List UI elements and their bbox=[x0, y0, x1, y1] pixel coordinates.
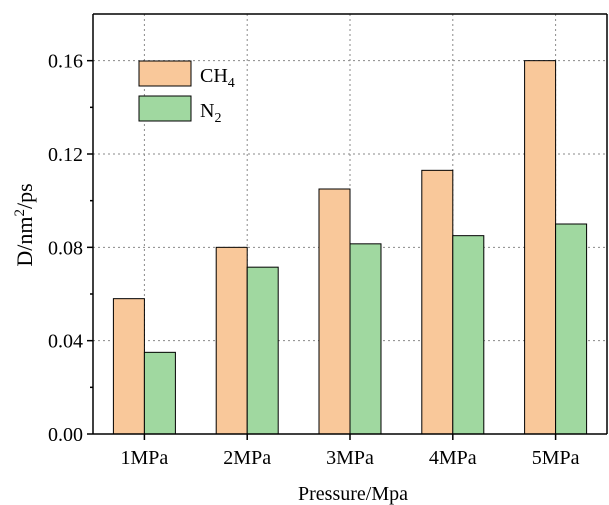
x-tick-label: 2MPa bbox=[223, 447, 271, 469]
x-axis-label: Pressure/Mpa bbox=[298, 483, 408, 505]
y-axis-label: D/nm2/ps bbox=[12, 183, 37, 266]
legend: CH4 N2 bbox=[138, 60, 235, 126]
bar-ch4-1mpa bbox=[112, 298, 145, 435]
x-tick-label: 4MPa bbox=[429, 447, 477, 469]
bar-ch4-2mpa bbox=[215, 246, 248, 435]
x-tick-label: 3MPa bbox=[326, 447, 374, 469]
bar-ch4-4mpa bbox=[421, 169, 454, 435]
legend-swatch-n2 bbox=[138, 95, 192, 122]
legend-swatch-ch4 bbox=[138, 60, 192, 87]
bar-n2-4mpa bbox=[452, 235, 485, 435]
bars bbox=[112, 60, 588, 435]
legend-label-ch4: CH4 bbox=[200, 65, 235, 91]
bar-ch4-3mpa bbox=[318, 188, 351, 435]
bar-n2-2mpa bbox=[246, 266, 279, 435]
legend-label-n2: N2 bbox=[200, 100, 221, 126]
bar-n2-5mpa bbox=[555, 223, 588, 435]
ticks: 0.00 0.04 0.08 0.12 0.16 1MPa 2MPa 3MPa 4MPa 5MPa bbox=[48, 51, 580, 469]
y-tick-label: 0.04 bbox=[48, 331, 83, 353]
y-tick-label: 0.16 bbox=[48, 51, 83, 73]
bar-n2-3mpa bbox=[349, 243, 382, 435]
y-tick-label: 0.00 bbox=[48, 424, 83, 446]
y-tick-label: 0.12 bbox=[48, 144, 83, 166]
bar-ch4-5mpa bbox=[524, 60, 557, 435]
x-tick-label: 1MPa bbox=[121, 447, 169, 469]
x-tick-label: 5MPa bbox=[532, 447, 580, 469]
bar-n2-1mpa bbox=[143, 351, 176, 435]
y-tick-label: 0.08 bbox=[48, 237, 83, 259]
